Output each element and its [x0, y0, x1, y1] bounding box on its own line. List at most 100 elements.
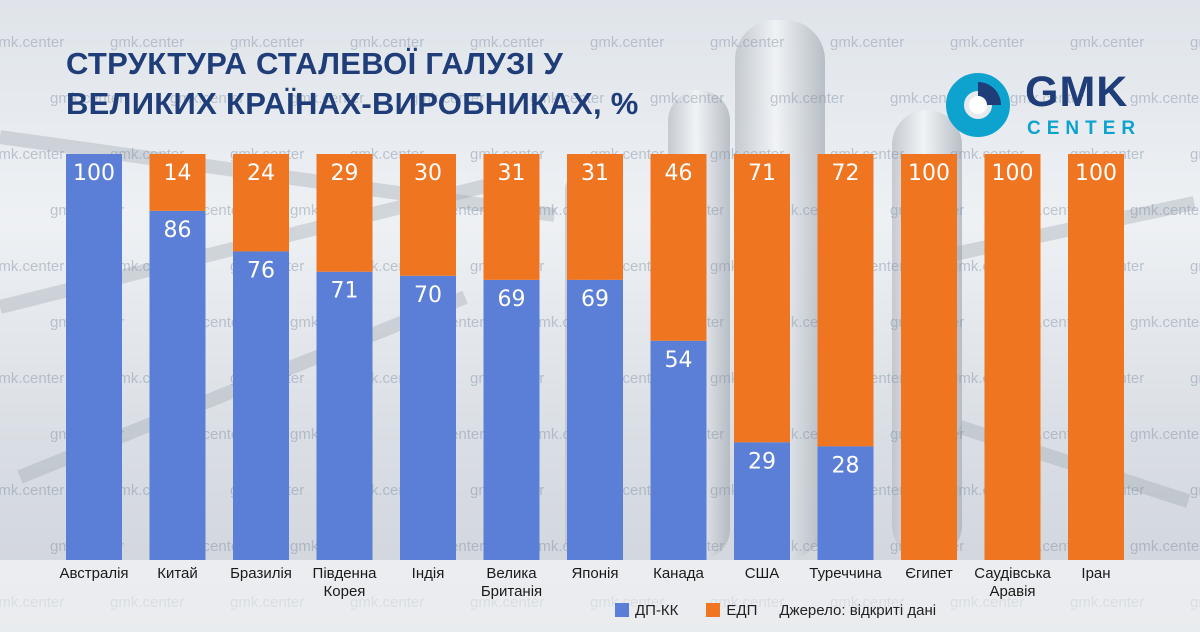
- data-label-dp-kk: 54: [665, 348, 693, 373]
- category-label: Британія: [481, 583, 542, 600]
- watermark-text: gmk.center: [1190, 482, 1200, 499]
- legend-label-dp-kk: ДП-КК: [635, 601, 679, 619]
- watermark-text: gmk.center: [770, 90, 845, 107]
- gmk-center-logo: GMK CENTER: [945, 68, 1155, 142]
- bar-segment-edp: [316, 154, 373, 272]
- data-label-dp-kk: 76: [247, 258, 275, 283]
- data-label-edp: 72: [832, 161, 860, 186]
- category-label: Туреччина: [809, 565, 882, 582]
- category-label: Японія: [571, 565, 618, 582]
- watermark-text: gmk.center: [1190, 146, 1200, 163]
- watermark-text: gmk.center: [530, 90, 605, 107]
- watermark-text: gmk.center: [590, 34, 665, 51]
- watermark-text: gmk.center: [0, 258, 65, 275]
- data-label-edp: 100: [1075, 161, 1117, 186]
- data-label-dp-kk: 86: [164, 218, 192, 243]
- bar-segment-dp-kk: [817, 446, 874, 560]
- bar-segment-dp-kk: [400, 275, 456, 560]
- data-label-edp: 46: [665, 161, 693, 186]
- logo-subtext: CENTER: [1027, 118, 1142, 139]
- bar-segment-edp: [149, 154, 206, 211]
- watermark-text: gmk.center: [50, 90, 125, 107]
- watermark-text: gmk.center: [710, 34, 785, 51]
- watermark-text: gmk.center: [1190, 34, 1200, 51]
- watermark-text: gmk.center: [0, 482, 65, 499]
- logo-ring-icon: [946, 73, 1010, 137]
- legend-swatch-edp: [706, 603, 721, 617]
- category-label: Індія: [412, 565, 445, 582]
- category-label: Китай: [157, 565, 198, 582]
- data-label-dp-kk: 100: [73, 161, 115, 186]
- category-label: Іран: [1081, 565, 1110, 582]
- watermark-text: gmk.center: [230, 34, 305, 51]
- watermark-text: gmk.center: [890, 90, 965, 107]
- title-line-2: ВЕЛИКИХ КРАЇНАХ-ВИРОБНИКАХ, %: [66, 86, 639, 121]
- category-label: Велика: [486, 565, 537, 582]
- bar-segment-edp: [400, 154, 456, 276]
- category-label: Аравія: [989, 583, 1035, 600]
- watermark-text: gmk.center: [1190, 370, 1200, 387]
- bar-segment-dp-kk: [567, 279, 623, 560]
- bar-segment-edp: [984, 154, 1041, 560]
- title-line-1: СТРУКТУРА СТАЛЕВОЇ ГАЛУЗІ У: [66, 46, 564, 81]
- bar-segment-dp-kk: [316, 271, 373, 560]
- bar-segment-edp: [233, 154, 289, 252]
- bar-segment-edp: [567, 154, 623, 280]
- legend: ДП-КК ЕДП Джерело: відкриті дані: [615, 598, 936, 622]
- bar-segment-edp: [483, 154, 540, 280]
- watermark-text: gmk.center: [1130, 202, 1200, 219]
- watermark-text: gmk.center: [350, 34, 425, 51]
- bar-segment-edp: [650, 154, 707, 341]
- watermark-text: gmk.center: [0, 370, 65, 387]
- data-label-edp: 14: [164, 161, 192, 186]
- category-label: Бразилія: [230, 565, 292, 582]
- bar-segment-dp-kk: [734, 442, 790, 560]
- data-label-edp: 31: [498, 161, 526, 186]
- data-label-edp: 30: [414, 161, 442, 186]
- data-label-dp-kk: 71: [331, 279, 359, 304]
- watermark-text: gmk.center: [410, 90, 485, 107]
- watermark-text: gmk.center: [0, 146, 65, 163]
- bar-segment-dp-kk: [483, 279, 540, 560]
- legend-swatch-dp-kk: [615, 603, 629, 617]
- watermark-text: gmk.center: [1130, 90, 1200, 107]
- category-label: Єгипет: [905, 565, 953, 582]
- category-label: Саудівська: [974, 565, 1051, 582]
- data-label-edp: 24: [247, 161, 275, 186]
- watermark-text: gmk.center: [170, 90, 245, 107]
- category-label: Канада: [653, 565, 704, 582]
- bar-segment-dp-kk: [650, 340, 707, 560]
- page-title: СТРУКТУРА СТАЛЕВОЇ ГАЛУЗІ У ВЕЛИКИХ КРАЇ…: [66, 44, 639, 124]
- data-label-dp-kk: 29: [748, 449, 776, 474]
- bar-segment-edp: [1068, 154, 1124, 560]
- data-label-edp: 31: [581, 161, 609, 186]
- watermark-text: gmk.center: [1130, 426, 1200, 443]
- bar-segment-edp: [901, 154, 957, 560]
- data-label-edp: 100: [992, 161, 1034, 186]
- data-label-edp: 29: [331, 161, 359, 186]
- data-label-dp-kk: 70: [414, 283, 442, 308]
- data-label-edp: 100: [908, 161, 950, 186]
- data-label-edp: 71: [748, 161, 776, 186]
- axis-band: [0, 560, 1200, 632]
- data-label-dp-kk: 69: [581, 287, 609, 312]
- source-note: Джерело: відкриті дані: [779, 601, 937, 619]
- category-label: Південна: [313, 565, 378, 582]
- data-label-dp-kk: 69: [498, 287, 526, 312]
- legend-label-edp: ЕДП: [726, 601, 758, 619]
- watermark-text: gmk.center: [950, 34, 1025, 51]
- watermark-text: gmk.center: [290, 90, 365, 107]
- category-label: США: [745, 565, 780, 582]
- category-label: Корея: [324, 583, 366, 600]
- data-label-dp-kk: 28: [832, 453, 860, 478]
- bar-segment-dp-kk: [233, 251, 289, 560]
- watermark-text: gmk.center: [1010, 90, 1085, 107]
- bar-segment-dp-kk: [149, 210, 206, 560]
- watermark-text: gmk.center: [470, 34, 545, 51]
- watermark-text: gmk.center: [650, 90, 725, 107]
- watermark-text: gmk.center: [1130, 538, 1200, 555]
- logo-text: GMK: [1025, 68, 1129, 116]
- bar-segment-dp-kk: [66, 154, 122, 560]
- stacked-bar-chart: 100 Австралія 86 14 Китай 76 24 Бразилія 71 29 Пів…: [59, 154, 1124, 600]
- bar-segment-edp: [817, 154, 874, 447]
